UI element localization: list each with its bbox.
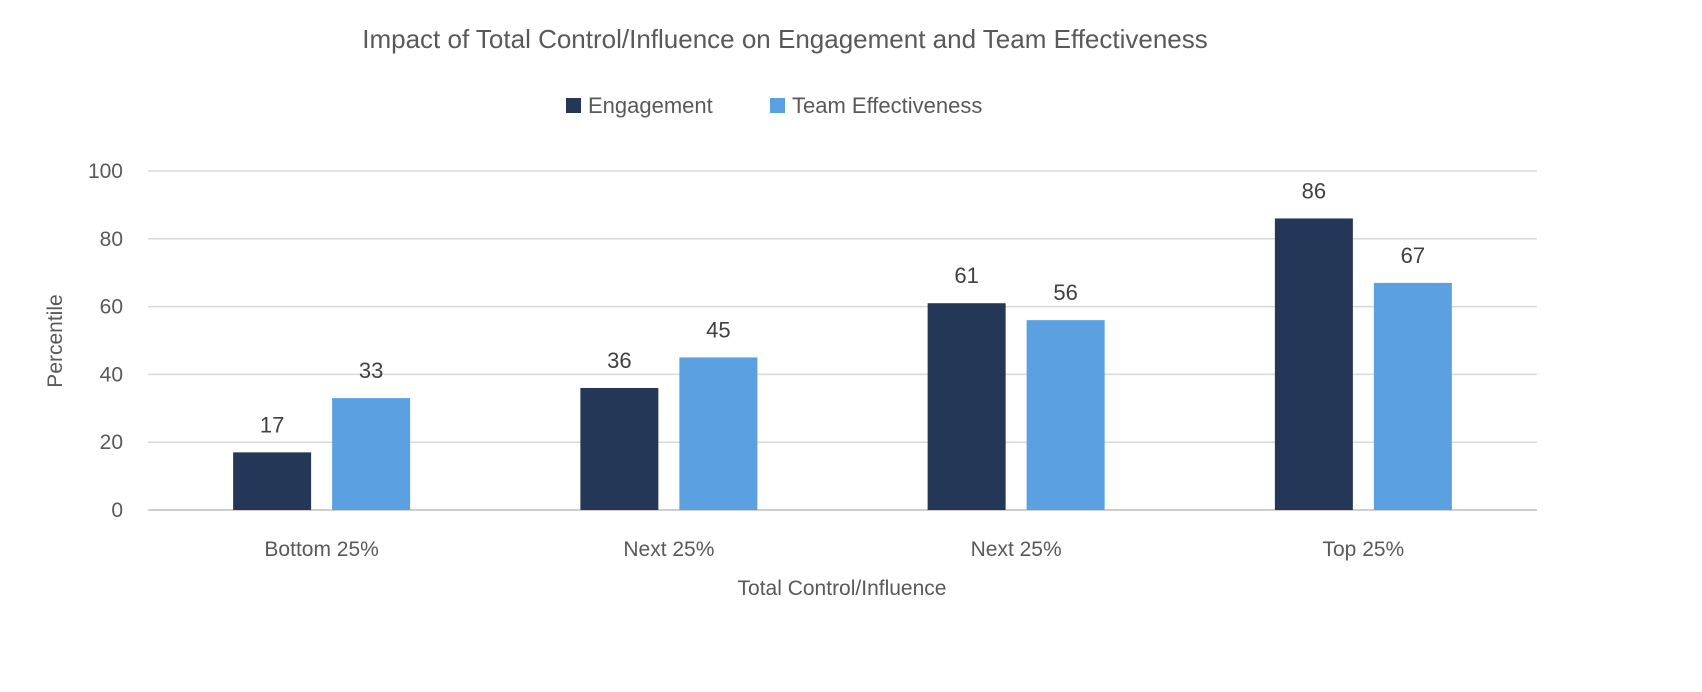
data-label: 36 (607, 348, 631, 373)
legend-swatch (770, 98, 785, 113)
bars: 17 33 36 45 61 56 86 67 (233, 178, 1452, 510)
y-tick-label: 80 (100, 228, 123, 251)
chart-title: Impact of Total Control/Influence on Eng… (362, 24, 1208, 54)
data-label: 45 (706, 317, 730, 342)
y-axis-title: Percentile (44, 294, 67, 387)
data-label: 61 (954, 263, 978, 288)
y-tick-label: 0 (111, 499, 123, 522)
legend-swatch (566, 98, 581, 113)
bar-team-effectiveness (1373, 282, 1452, 510)
x-axis-title: Total Control/Influence (738, 577, 947, 600)
y-tick-label: 20 (100, 431, 123, 454)
data-label: 86 (1302, 178, 1326, 203)
bar-team-effectiveness (679, 357, 758, 510)
x-tick-label: Next 25% (623, 538, 714, 561)
data-label: 67 (1401, 243, 1425, 268)
legend-label: Engagement (588, 93, 713, 118)
bar-engagement (233, 452, 312, 510)
x-tick-label: Next 25% (971, 538, 1062, 561)
data-label: 33 (359, 358, 383, 383)
x-tick-label: Bottom 25% (264, 538, 378, 561)
data-label: 17 (260, 412, 284, 437)
bar-team-effectiveness (1026, 320, 1105, 510)
y-axis-ticks: 0 20 40 60 80 100 (88, 160, 123, 522)
y-tick-label: 40 (100, 363, 123, 386)
y-tick-label: 60 (100, 296, 123, 319)
bar-team-effectiveness (332, 398, 411, 510)
legend: Engagement Team Effectiveness (566, 93, 982, 118)
x-tick-label: Top 25% (1323, 538, 1405, 561)
y-tick-label: 100 (88, 160, 123, 183)
bar-engagement (927, 303, 1006, 510)
legend-label: Team Effectiveness (792, 93, 982, 118)
x-axis-ticks: Bottom 25% Next 25% Next 25% Top 25% (264, 538, 1404, 561)
bar-engagement (1274, 218, 1353, 510)
bar-engagement (580, 387, 659, 510)
data-label: 56 (1053, 280, 1077, 305)
